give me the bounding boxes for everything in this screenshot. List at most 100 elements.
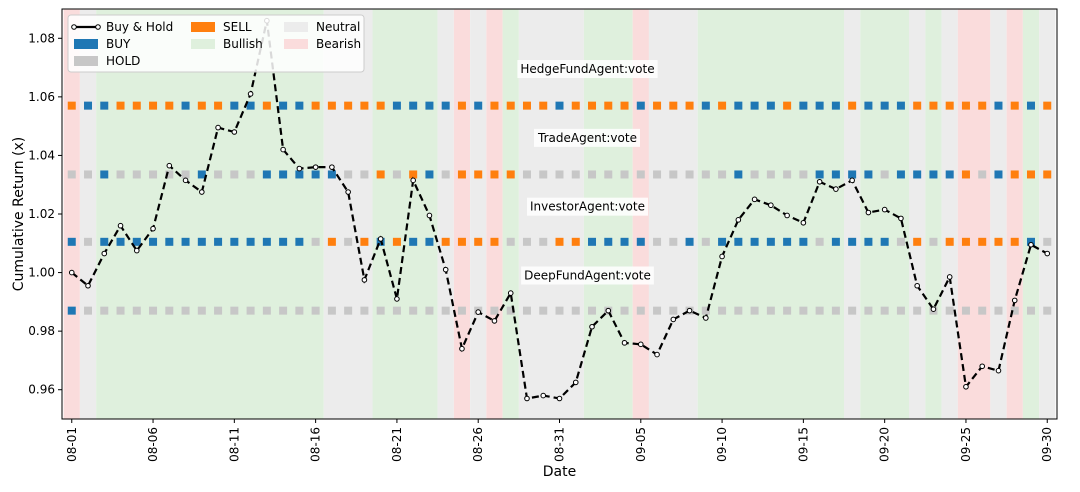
vote-marker-hold: [506, 306, 515, 315]
legend-swatch-bullish: [191, 39, 215, 49]
vote-marker-sell: [457, 237, 466, 246]
vote-marker-buy: [279, 101, 288, 110]
vote-marker-hold: [620, 170, 629, 179]
legend-swatch-buy: [74, 39, 98, 49]
vote-marker-buy: [1026, 101, 1035, 110]
vote-marker-buy: [750, 101, 759, 110]
vote-marker-sell: [262, 101, 271, 110]
vote-marker-sell: [116, 101, 125, 110]
vote-marker-buy: [67, 306, 76, 315]
vote-marker-hold: [588, 170, 597, 179]
vote-marker-sell: [409, 170, 418, 179]
vote-marker-hold: [734, 306, 743, 315]
vote-marker-buy: [848, 237, 857, 246]
vote-marker-hold: [945, 306, 954, 315]
vote-marker-buy: [799, 237, 808, 246]
buy-hold-point: [833, 186, 839, 192]
x-tick-label: 09-20: [878, 427, 892, 462]
vote-marker-buy: [246, 101, 255, 110]
buy-hold-point: [637, 341, 644, 348]
vote-marker-hold: [571, 170, 580, 179]
vote-marker-hold: [978, 170, 987, 179]
y-tick-label: 1.04: [28, 148, 55, 162]
vote-marker-hold: [718, 306, 727, 315]
vote-marker-buy: [1026, 237, 1035, 246]
vote-marker-sell: [1043, 170, 1052, 179]
regime-band-neutral: [909, 9, 926, 419]
vote-marker-hold: [149, 170, 158, 179]
vote-marker-hold: [815, 237, 824, 246]
buy-hold-point: [133, 247, 140, 254]
regime-band-bullish: [502, 9, 519, 419]
x-tick-label: 09-15: [796, 427, 810, 462]
vote-marker-hold: [116, 170, 125, 179]
vote-marker-buy: [116, 237, 125, 246]
vote-marker-sell: [132, 101, 141, 110]
vote-marker-buy: [311, 170, 320, 179]
vote-marker-hold: [100, 306, 109, 315]
buy-hold-point: [68, 269, 75, 276]
vote-marker-buy: [181, 101, 190, 110]
buy-hold-point: [703, 315, 709, 321]
buy-hold-point: [784, 212, 790, 219]
vote-marker-buy: [750, 237, 759, 246]
buy-hold-point: [85, 282, 91, 289]
vote-marker-hold: [848, 306, 857, 315]
x-tick-label: 08-26: [471, 427, 485, 462]
buy-hold-point: [1011, 297, 1018, 304]
vote-marker-sell: [360, 101, 369, 110]
vote-marker-sell: [1026, 170, 1035, 179]
buy-hold-point: [150, 225, 156, 232]
vote-marker-sell: [929, 101, 938, 110]
vote-marker-hold: [441, 170, 450, 179]
legend-label: BUY: [106, 37, 131, 51]
buy-hold-point: [686, 307, 693, 314]
vote-marker-hold: [262, 306, 271, 315]
vote-marker-sell: [376, 101, 385, 110]
vote-row-label-box: [527, 197, 648, 216]
x-tick-label: 08-11: [227, 427, 241, 462]
vote-marker-buy: [864, 101, 873, 110]
vote-marker-hold: [84, 237, 93, 246]
vote-marker-buy: [766, 237, 775, 246]
vote-marker-sell: [685, 101, 694, 110]
vote-marker-hold: [116, 306, 125, 315]
legend-swatch-bearish: [284, 39, 308, 49]
vote-marker-hold: [783, 170, 792, 179]
buy-hold-point: [540, 392, 547, 399]
vote-marker-sell: [539, 101, 548, 110]
legend-line-marker: [71, 24, 77, 30]
vote-marker-hold: [67, 170, 76, 179]
vote-marker-buy: [425, 101, 434, 110]
buy-hold-point: [117, 222, 124, 229]
buy-hold-point: [849, 177, 855, 184]
x-tick-label: 08-16: [309, 427, 323, 462]
vote-marker-hold: [555, 306, 564, 315]
vote-marker-buy: [588, 237, 597, 246]
legend-label: Bullish: [223, 37, 263, 51]
regime-band-neutral: [1039, 9, 1056, 419]
vote-marker-buy: [425, 170, 434, 179]
vote-marker-hold: [425, 306, 434, 315]
vote-marker-hold: [539, 306, 548, 315]
vote-marker-hold: [588, 306, 597, 315]
vote-marker-hold: [701, 237, 710, 246]
vote-marker-sell: [490, 237, 499, 246]
vote-marker-hold: [831, 306, 840, 315]
vote-marker-hold: [181, 170, 190, 179]
x-tick-label: 09-30: [1040, 427, 1054, 462]
buy-hold-point: [312, 164, 319, 170]
legend-label: SELL: [223, 20, 252, 34]
vote-row-label-box: [521, 266, 654, 285]
buy-hold-point: [914, 282, 920, 289]
buy-hold-line-layer: [68, 17, 1051, 402]
vote-marker-hold: [214, 306, 223, 315]
vote-marker-buy: [994, 101, 1003, 110]
vote-marker-hold: [490, 306, 499, 315]
vote-marker-buy: [783, 237, 792, 246]
buy-hold-point: [491, 318, 498, 324]
buy-hold-point: [572, 379, 579, 386]
vote-marker-sell: [555, 237, 564, 246]
vote-marker-hold: [669, 170, 678, 179]
vote-marker-sell: [783, 101, 792, 110]
